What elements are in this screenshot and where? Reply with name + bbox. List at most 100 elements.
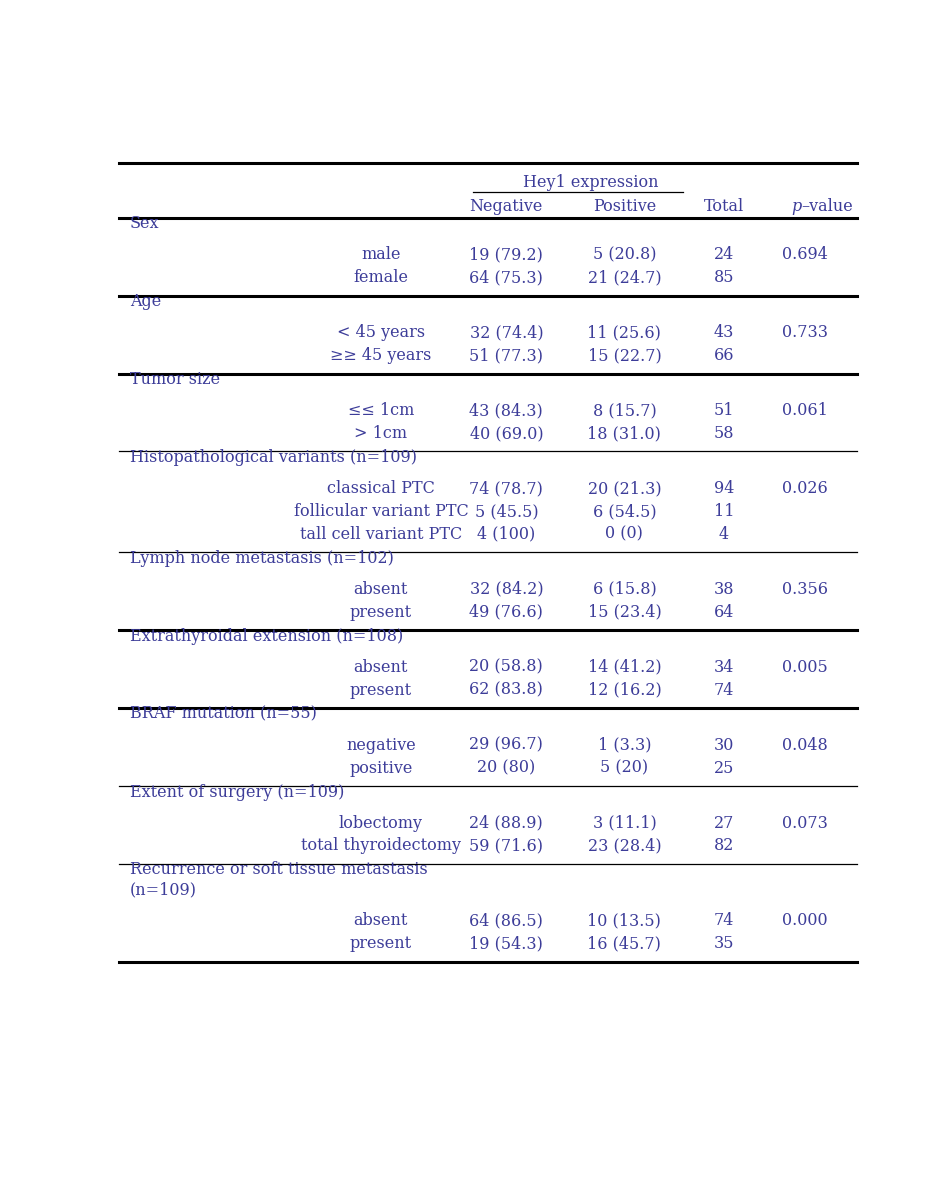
Text: 24: 24 [714,246,734,263]
Text: 0.061: 0.061 [783,402,828,419]
Text: 66: 66 [714,347,734,364]
Text: ≤≤ 1cm: ≤≤ 1cm [347,402,414,419]
Text: 5 (20.8): 5 (20.8) [593,246,656,263]
Text: 4: 4 [719,526,729,543]
Text: 64 (86.5): 64 (86.5) [469,912,544,930]
Text: 49 (76.6): 49 (76.6) [469,604,544,621]
Text: 29 (96.7): 29 (96.7) [469,737,544,754]
Text: p: p [791,199,802,215]
Text: Extent of surgery (n=109): Extent of surgery (n=109) [130,784,345,800]
Text: absent: absent [354,659,408,675]
Text: 58: 58 [714,424,734,442]
Text: 20 (58.8): 20 (58.8) [469,659,544,675]
Text: 16 (45.7): 16 (45.7) [587,936,662,952]
Text: 5 (20): 5 (20) [601,760,648,776]
Text: 43: 43 [714,325,734,341]
Text: 0.073: 0.073 [783,814,828,831]
Text: 0.005: 0.005 [783,659,828,675]
Text: ≥≥ 45 years: ≥≥ 45 years [330,347,431,364]
Text: –value: –value [802,199,853,215]
Text: < 45 years: < 45 years [337,325,425,341]
Text: Tumor size: Tumor size [130,371,220,388]
Text: 15 (22.7): 15 (22.7) [587,347,662,364]
Text: Total: Total [704,199,744,215]
Text: 19 (54.3): 19 (54.3) [469,936,544,952]
Text: 0.048: 0.048 [783,737,828,754]
Text: positive: positive [349,760,412,776]
Text: 32 (74.4): 32 (74.4) [469,325,544,341]
Text: absent: absent [354,580,408,598]
Text: 82: 82 [714,837,734,855]
Text: total thyroidectomy: total thyroidectomy [301,837,461,855]
Text: 35: 35 [714,936,734,952]
Text: 62 (83.8): 62 (83.8) [469,681,544,699]
Text: 11: 11 [714,503,734,520]
Text: 0.026: 0.026 [783,480,828,497]
Text: present: present [349,681,412,699]
Text: 0.000: 0.000 [783,912,828,930]
Text: > 1cm: > 1cm [354,424,407,442]
Text: male: male [361,246,401,263]
Text: Lymph node metastasis (n=102): Lymph node metastasis (n=102) [130,549,394,567]
Text: 1 (3.3): 1 (3.3) [598,737,651,754]
Text: Positive: Positive [593,199,656,215]
Text: 85: 85 [714,269,734,287]
Text: 4 (100): 4 (100) [477,526,535,543]
Text: 10 (13.5): 10 (13.5) [587,912,662,930]
Text: 32 (84.2): 32 (84.2) [469,580,544,598]
Text: 0 (0): 0 (0) [605,526,644,543]
Text: Hey1 expression: Hey1 expression [524,175,659,191]
Text: 14 (41.2): 14 (41.2) [587,659,662,675]
Text: classical PTC: classical PTC [327,480,435,497]
Text: 0.733: 0.733 [783,325,828,341]
Text: 18 (31.0): 18 (31.0) [587,424,662,442]
Text: 30: 30 [714,737,734,754]
Text: lobectomy: lobectomy [339,814,423,831]
Text: 59 (71.6): 59 (71.6) [469,837,544,855]
Text: 20 (80): 20 (80) [477,760,535,776]
Text: Sex: Sex [130,215,160,232]
Text: 5 (45.5): 5 (45.5) [474,503,538,520]
Text: Age: Age [130,294,161,310]
Text: female: female [353,269,408,287]
Text: 64: 64 [714,604,734,621]
Text: negative: negative [346,737,416,754]
Text: Negative: Negative [469,199,543,215]
Text: 3 (11.1): 3 (11.1) [592,814,656,831]
Text: BRAF mutation (n=55): BRAF mutation (n=55) [130,705,317,723]
Text: (n=109): (n=109) [130,881,197,899]
Text: 74 (78.7): 74 (78.7) [469,480,544,497]
Text: present: present [349,604,412,621]
Text: 21 (24.7): 21 (24.7) [587,269,662,287]
Text: 51 (77.3): 51 (77.3) [469,347,544,364]
Text: 74: 74 [714,912,734,930]
Text: Histopathological variants (n=109): Histopathological variants (n=109) [130,449,417,466]
Text: 27: 27 [714,814,734,831]
Text: 19 (79.2): 19 (79.2) [469,246,544,263]
Text: 51: 51 [714,402,734,419]
Text: follicular variant PTC: follicular variant PTC [293,503,468,520]
Text: 0.694: 0.694 [783,246,828,263]
Text: 15 (23.4): 15 (23.4) [587,604,662,621]
Text: present: present [349,936,412,952]
Text: Extrathyroidal extension (n=108): Extrathyroidal extension (n=108) [130,628,404,644]
Text: 20 (21.3): 20 (21.3) [587,480,662,497]
Text: 8 (15.7): 8 (15.7) [592,402,656,419]
Text: 12 (16.2): 12 (16.2) [587,681,662,699]
Text: tall cell variant PTC: tall cell variant PTC [300,526,462,543]
Text: 25: 25 [714,760,734,776]
Text: 64 (75.3): 64 (75.3) [469,269,544,287]
Text: Recurrence or soft tissue metastasis: Recurrence or soft tissue metastasis [130,862,427,879]
Text: 34: 34 [714,659,734,675]
Text: absent: absent [354,912,408,930]
Text: 74: 74 [714,681,734,699]
Text: 6 (54.5): 6 (54.5) [592,503,656,520]
Text: 6 (15.8): 6 (15.8) [592,580,656,598]
Text: 0.356: 0.356 [783,580,828,598]
Text: 11 (25.6): 11 (25.6) [587,325,662,341]
Text: 94: 94 [714,480,734,497]
Text: 23 (28.4): 23 (28.4) [587,837,662,855]
Text: 24 (88.9): 24 (88.9) [469,814,544,831]
Text: 43 (84.3): 43 (84.3) [469,402,544,419]
Text: 40 (69.0): 40 (69.0) [469,424,544,442]
